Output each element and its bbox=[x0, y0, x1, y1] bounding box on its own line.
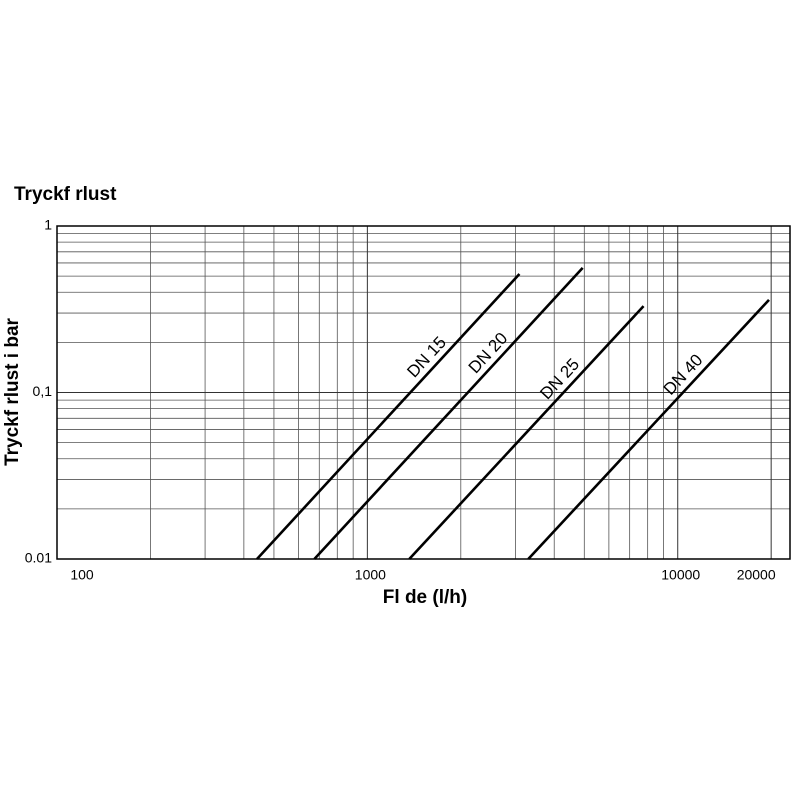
plot-frame bbox=[56, 225, 791, 560]
x-tick-label: 10000 bbox=[661, 567, 700, 583]
y-tick-label: 1 bbox=[44, 217, 52, 233]
series-line bbox=[408, 305, 645, 560]
y-axis-label: Tryckf rlust i bar bbox=[2, 317, 23, 465]
series-line bbox=[313, 267, 584, 560]
series-line bbox=[256, 273, 521, 560]
y-tick-label: 0,1 bbox=[33, 383, 53, 399]
y-tick-label: 0.01 bbox=[25, 550, 52, 566]
x-tick-label: 100 bbox=[70, 567, 94, 583]
x-tick-label: 20000 bbox=[737, 567, 776, 583]
series-line bbox=[527, 298, 770, 560]
chart-title: Tryckf rlust bbox=[14, 184, 117, 205]
x-axis-label: Fl de (l/h) bbox=[383, 587, 467, 608]
x-tick-label: 1000 bbox=[355, 567, 386, 583]
